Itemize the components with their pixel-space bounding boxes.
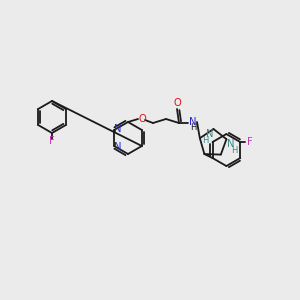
Text: H: H <box>202 136 209 145</box>
Text: N: N <box>227 139 234 149</box>
Text: F: F <box>247 137 253 147</box>
Text: H: H <box>231 146 238 154</box>
Text: O: O <box>173 98 181 108</box>
Text: H: H <box>190 124 196 133</box>
Text: N: N <box>114 124 122 134</box>
Text: N: N <box>189 117 197 127</box>
Text: N: N <box>206 129 213 139</box>
Text: N: N <box>114 142 122 152</box>
Text: O: O <box>138 114 146 124</box>
Text: F: F <box>49 136 55 146</box>
